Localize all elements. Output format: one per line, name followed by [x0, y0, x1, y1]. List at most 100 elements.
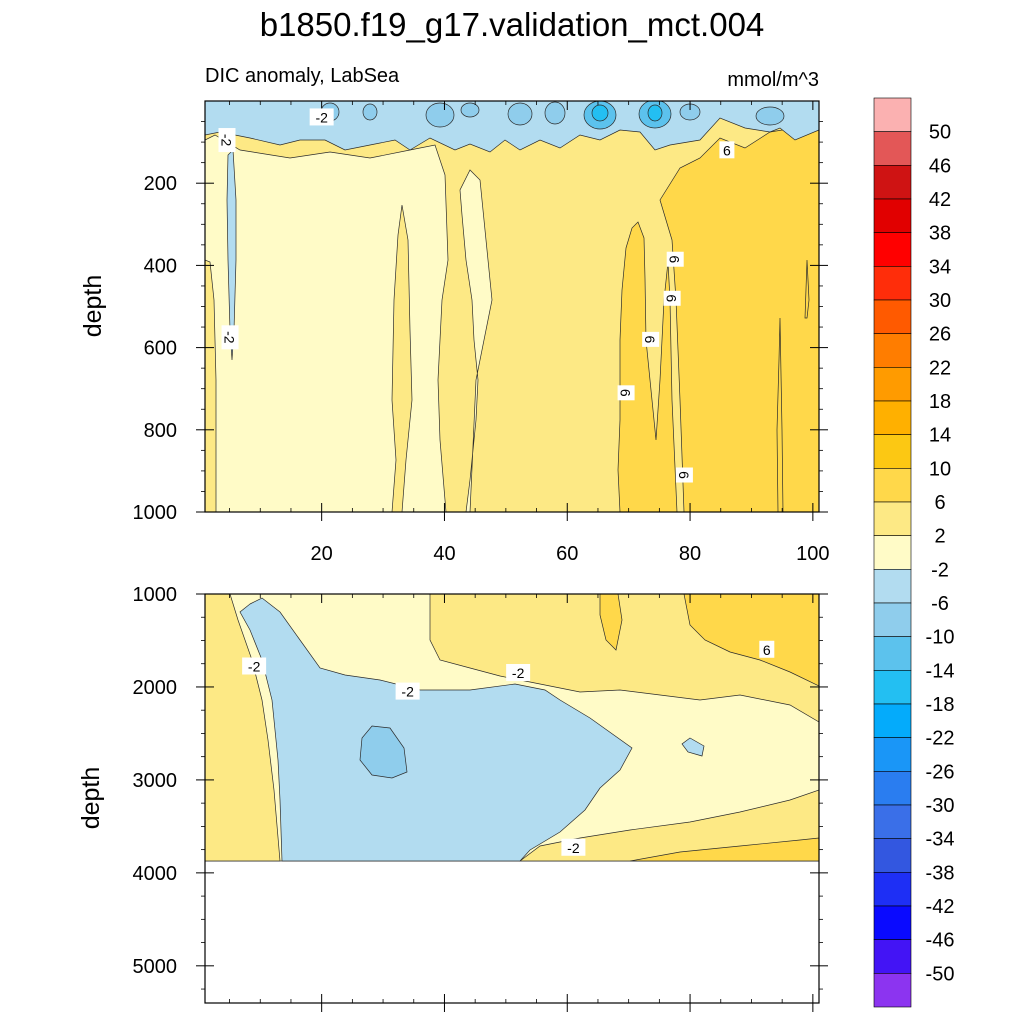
colorbar-swatch	[873, 266, 912, 301]
upper-contour-labels: -2 -2 -2 6 6 6 6 6 6	[218, 108, 735, 483]
contour-label-text: -2	[401, 684, 414, 700]
contour-fill-neg6-neg2-band	[239, 597, 633, 862]
colorbar-label: -22	[926, 728, 955, 750]
colorbar-label: -42	[926, 896, 955, 918]
contour-label: 6	[642, 331, 660, 347]
x-tick-label: 20	[311, 543, 333, 565]
contour-fill-2-6-band	[205, 594, 281, 862]
contour-fill-neg2-2-band	[205, 134, 449, 512]
colorbar: 50 46 42 38 34 30 26 22 18 14 10 6 2 -2 -6 -10 -14 -18 -22…	[873, 97, 955, 1008]
colorbar-swatch	[873, 872, 912, 907]
colorbar-label: -26	[926, 761, 955, 783]
y-tick-label: 800	[144, 420, 177, 442]
colorbar-swatch	[873, 737, 912, 772]
colorbar-label: 38	[929, 223, 951, 245]
contour-fill-6-10-band	[659, 123, 819, 512]
lower-panel-plot	[205, 594, 819, 1003]
colorbar-swatch	[873, 636, 912, 671]
contour-label: 6	[719, 141, 735, 159]
upper-y-axis-title: depth	[79, 275, 107, 338]
colorbar-label: 10	[929, 458, 951, 480]
contour-fill-2-6-band	[518, 789, 819, 862]
contour-label: 6	[759, 640, 775, 658]
x-tick-label: 60	[556, 543, 578, 565]
x-tick-label: 80	[679, 543, 701, 565]
colorbar-swatch	[873, 434, 912, 469]
contour-label: -2	[561, 838, 586, 856]
colorbar-label: -34	[926, 829, 955, 851]
contour-label: -2	[309, 108, 334, 126]
contour-label-text: -2	[222, 331, 238, 344]
contour-fill-6-10-band	[683, 594, 819, 687]
colorbar-label: 18	[929, 391, 951, 413]
contour-label: -2	[242, 657, 267, 675]
colorbar-swatch	[873, 804, 912, 839]
colorbar-label: 22	[929, 357, 951, 379]
colorbar-label: 46	[929, 155, 951, 177]
y-tick-label: 3000	[133, 770, 178, 792]
colorbar-label: -6	[931, 593, 949, 615]
colorbar-label: -50	[926, 963, 955, 985]
upper-panel-plot	[205, 101, 819, 512]
contour-label: -2	[221, 325, 239, 350]
contour-line	[804, 259, 810, 319]
colorbar-swatch	[873, 602, 912, 637]
colorbar-swatch	[873, 165, 912, 200]
contour-label: 6	[663, 290, 681, 306]
colorbar-label: 30	[929, 290, 951, 312]
contour-fill-neg6-neg2-band	[681, 737, 705, 757]
contour-label-text: 6	[642, 335, 658, 343]
colorbar-swatch	[873, 367, 912, 402]
contour-label-text: 6	[618, 389, 634, 397]
lower-contour-labels: -2 -2 -2 -2 6	[242, 640, 775, 856]
colorbar-label: 2	[934, 526, 945, 548]
contour-label-text: -2	[218, 134, 234, 147]
colorbar-label: -2	[931, 559, 949, 581]
contour-label: -2	[395, 682, 420, 700]
colorbar-swatch	[873, 973, 912, 1008]
y-tick-label: 400	[144, 255, 177, 277]
colorbar-swatch	[873, 939, 912, 974]
colorbar-label: -14	[926, 660, 955, 682]
colorbar-swatch	[873, 198, 912, 233]
contour-fill-2-6-band	[391, 204, 413, 512]
contour-label-text: 6	[763, 642, 771, 658]
colorbar-swatch	[873, 131, 912, 166]
colorbar-label: -18	[926, 694, 955, 716]
colorbar-swatch	[873, 97, 912, 132]
colorbar-label: 14	[929, 425, 951, 447]
colorbar-swatch	[873, 771, 912, 806]
colorbar-swatch	[873, 569, 912, 604]
contour-fill-6-10-band	[599, 594, 623, 651]
contour-label-text: 6	[667, 255, 683, 263]
y-tick-label: 4000	[133, 863, 178, 885]
colorbar-label: 42	[929, 189, 951, 211]
lower-axis-ticks: 1000 2000 3000 4000 5000	[133, 584, 828, 1012]
colorbar-swatch	[873, 535, 912, 570]
colorbar-swatch	[873, 299, 912, 334]
x-tick-label: 100	[796, 543, 829, 565]
colorbar-label: 6	[934, 492, 945, 514]
contour-fill-6-10-band	[629, 837, 819, 862]
contour-line	[776, 317, 784, 512]
colorbar-label: -46	[926, 930, 955, 952]
surface-anomaly-patches	[320, 101, 785, 130]
colorbar-label: 34	[929, 256, 951, 278]
colorbar-swatch	[873, 838, 912, 873]
units-label: mmol/m^3	[727, 69, 819, 91]
contour-label-text: -2	[512, 665, 525, 681]
contour-label-text: 6	[676, 471, 692, 479]
contour-label: 6	[675, 467, 693, 483]
colorbar-swatch	[873, 232, 912, 267]
contour-label-text: 6	[664, 294, 680, 302]
y-tick-label: 1000	[133, 502, 178, 524]
x-tick-label: 40	[433, 543, 455, 565]
colorbar-swatch	[873, 501, 912, 536]
y-tick-label: 1000	[133, 584, 178, 606]
colorbar-swatch	[873, 703, 912, 738]
y-tick-label: 2000	[133, 677, 178, 699]
colorbar-label: -38	[926, 862, 955, 884]
contour-label-text: -2	[248, 659, 261, 675]
panel-subtitle: DIC anomaly, LabSea	[205, 65, 400, 87]
